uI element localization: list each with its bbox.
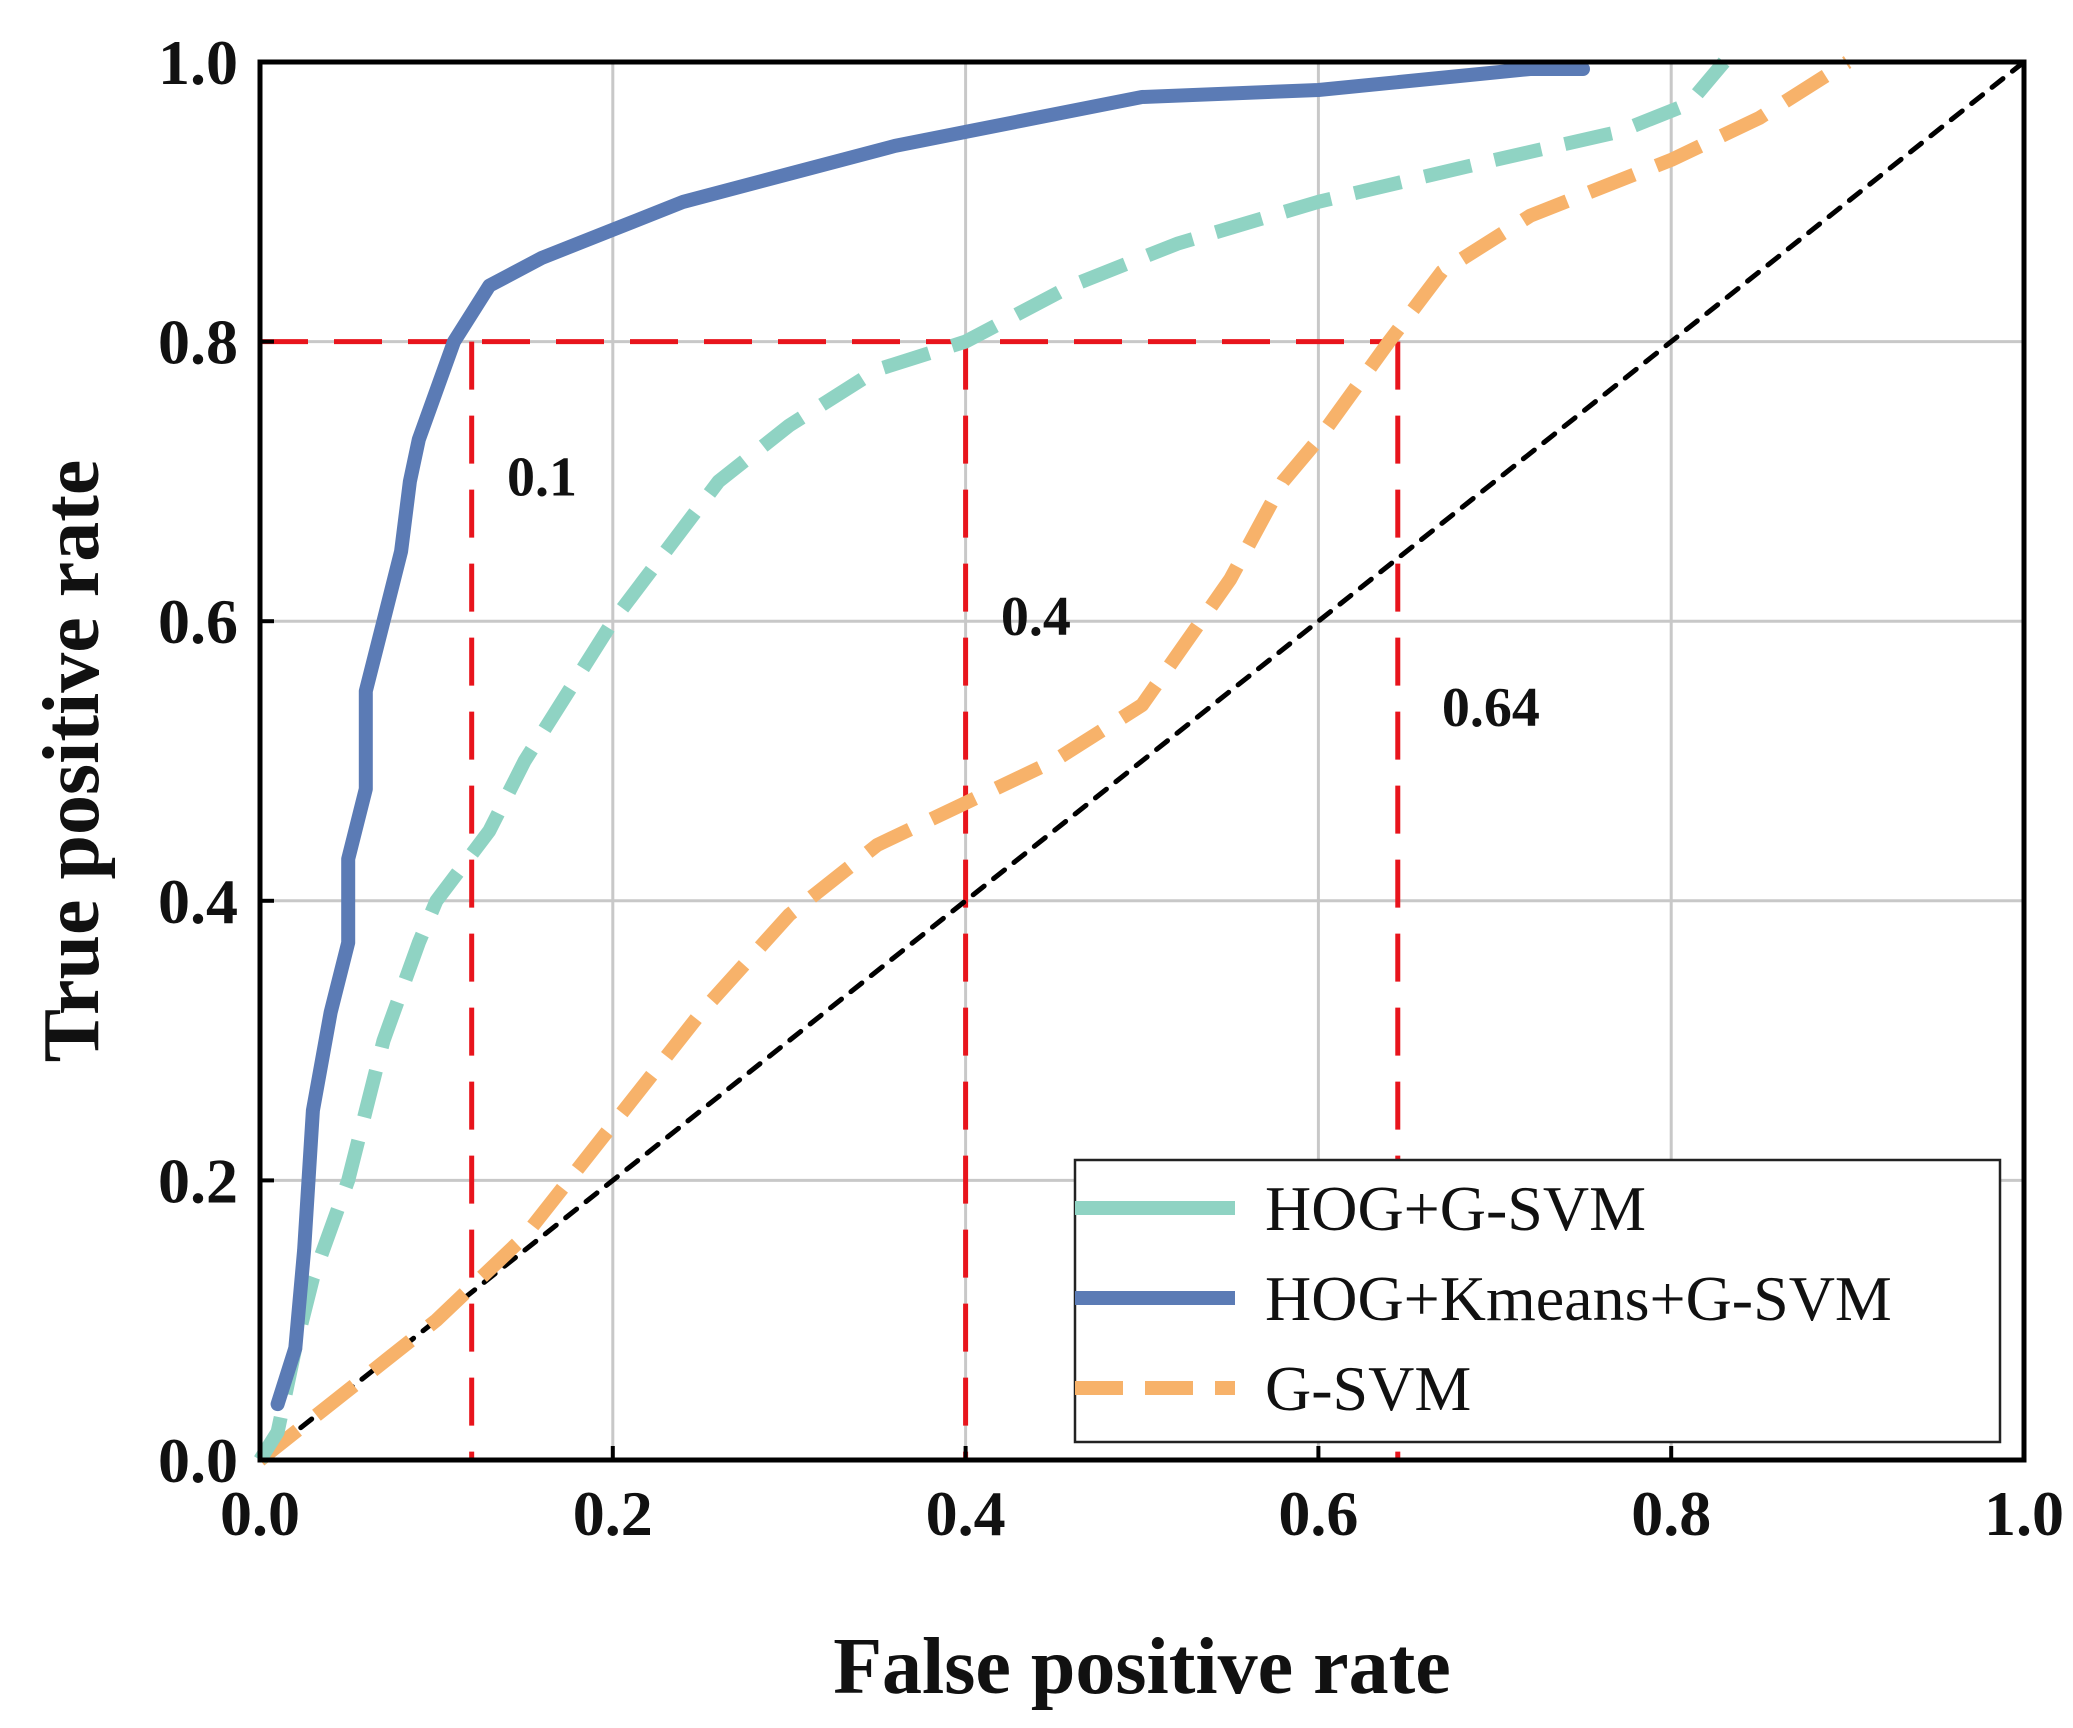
y-tick-label: 0.0	[158, 1425, 238, 1496]
annotation-label: 0.1	[507, 446, 577, 508]
x-tick-label: 0.4	[926, 1478, 1006, 1549]
legend-label-hog-kmeans-gsvm: HOG+Kmeans+G-SVM	[1265, 1263, 1892, 1334]
annotation-label: 0.4	[1001, 586, 1071, 648]
y-tick-label: 0.2	[158, 1145, 238, 1216]
annotation-label: 0.64	[1442, 677, 1540, 739]
series-line-chance	[257, 59, 2027, 1463]
series-line-hog-kmeans-g-svm	[270, 62, 1590, 1412]
x-axis-title: False positive rate	[833, 1623, 1451, 1711]
plot-frame	[257, 59, 2027, 1463]
x-tick-label: 0.0	[220, 1478, 300, 1549]
x-tick-label: 0.8	[1631, 1478, 1711, 1549]
legend: HOG+G-SVM HOG+Kmeans+G-SVM G-SVM	[1073, 1158, 2002, 1444]
series-line-hog-g-svm	[254, 57, 1730, 1464]
x-tick-label: 0.2	[573, 1478, 653, 1549]
y-tick-label: 0.8	[158, 307, 238, 378]
x-tick-label: 1.0	[1984, 1478, 2064, 1549]
legend-label-gsvm: G-SVM	[1265, 1353, 1471, 1424]
y-tick-label: 0.6	[158, 586, 238, 657]
axis-ticks	[258, 60, 2026, 1462]
y-axis-title: True positive rate	[28, 460, 116, 1063]
series-line-g-svm	[255, 56, 1852, 1466]
y-tick-label: 1.0	[158, 27, 238, 98]
x-tick-label: 0.6	[1278, 1478, 1358, 1549]
y-tick-label: 0.4	[158, 866, 238, 937]
legend-label-hog-gsvm: HOG+G-SVM	[1265, 1173, 1646, 1244]
